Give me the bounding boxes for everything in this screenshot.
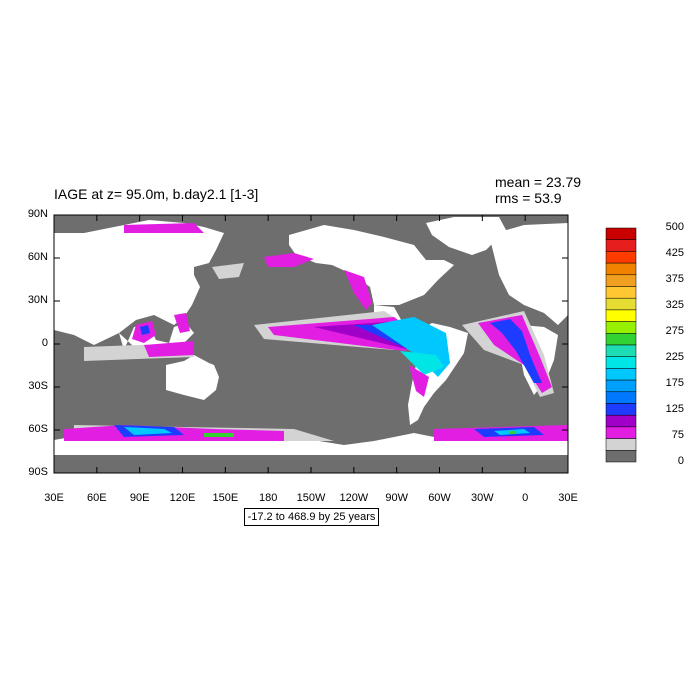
colorbar-swatch [605, 262, 637, 276]
lat-label: 30S [28, 380, 48, 392]
lon-label: 150E [212, 492, 239, 504]
colorbar-label: 125 [665, 403, 684, 415]
band-peru-cyan [400, 351, 444, 375]
colorbar-swatch [605, 239, 637, 252]
colorbar-label: 75 [671, 429, 684, 441]
colorbar-swatch [605, 274, 637, 287]
lon-label: 90W [385, 492, 408, 504]
lat-label: 60N [27, 251, 48, 263]
colorbar-label: 225 [665, 351, 684, 363]
band-southern-green [204, 433, 234, 437]
colorbar-swatch [605, 438, 637, 451]
colorbar-swatch [605, 391, 637, 404]
colorbar-swatch [605, 368, 637, 381]
band-southern-cyan [124, 427, 172, 435]
lat-label: 30N [27, 294, 48, 306]
band-nw-pacific-gray [212, 263, 244, 279]
lat-label: 60S [28, 423, 48, 435]
lon-label: 180 [258, 492, 278, 504]
colorbar-label: 325 [665, 299, 684, 311]
colorbar-swatch [605, 251, 637, 264]
colorbar-swatch [605, 450, 637, 463]
colorbar-label: 425 [665, 247, 684, 259]
land-north-america [289, 225, 454, 305]
lat-label: 90N [27, 208, 48, 220]
colorbar-swatch [605, 426, 637, 439]
band-arctic-magenta [124, 223, 204, 233]
land-australia [166, 355, 219, 400]
lat-label: 90S [28, 466, 48, 478]
band-west-coast-magenta [344, 270, 372, 310]
lon-label: 60E [87, 492, 107, 504]
rms-stat: rms = 53.9 [495, 190, 562, 206]
band-chile-magenta [409, 365, 429, 397]
axes-layer [53, 214, 569, 474]
lon-label: 0 [522, 492, 529, 504]
colorbar-label: 500 [665, 221, 684, 233]
band-indian-blue [140, 325, 150, 335]
lon-label: 90E [129, 492, 150, 504]
colorbar-swatch [605, 356, 637, 369]
plot-title: IAGE at z= 95.0m, b.day2.1 [1-3] [54, 186, 259, 202]
colorbar-label: 375 [665, 273, 684, 285]
mean-stat: mean = 23.79 [495, 174, 582, 190]
colorbar-swatch [605, 333, 637, 346]
lon-label: 120W [339, 492, 369, 504]
lon-label: 30E [558, 492, 578, 504]
colorbar-label: 175 [665, 377, 684, 389]
band-alaska-magenta [264, 253, 314, 267]
colorbar-swatch [605, 414, 637, 428]
colorbar-swatch [605, 344, 637, 357]
land-europe [489, 223, 568, 325]
lon-label: 120E [169, 492, 196, 504]
lat-label: 0 [41, 337, 48, 349]
band-atlantic-blue [490, 319, 542, 383]
colorbar-swatch [605, 403, 637, 416]
lon-label: 30E [44, 492, 64, 504]
band-bay-magenta [174, 313, 190, 333]
colorbar-swatch [605, 379, 637, 393]
lon-label: 150W [296, 492, 326, 504]
land-greenland [426, 217, 506, 255]
band-weddell-green [509, 431, 516, 434]
land-north-africa-west [54, 270, 124, 327]
colorbar-label: 0 [677, 455, 684, 467]
colorbar-swatch [605, 286, 637, 299]
band-java-magenta [144, 341, 194, 357]
lon-label: 60W [428, 492, 451, 504]
contour-range-label: -17.2 to 468.9 by 25 years [244, 508, 379, 526]
colorbar-swatch [605, 227, 637, 240]
colorbar-swatch [605, 309, 637, 322]
map-layer [54, 215, 568, 473]
colorbar [605, 227, 637, 463]
lon-label: 30W [471, 492, 494, 504]
colorbar-swatch [605, 297, 637, 311]
colorbar-label: 275 [665, 325, 684, 337]
colorbar-swatch [605, 321, 637, 334]
